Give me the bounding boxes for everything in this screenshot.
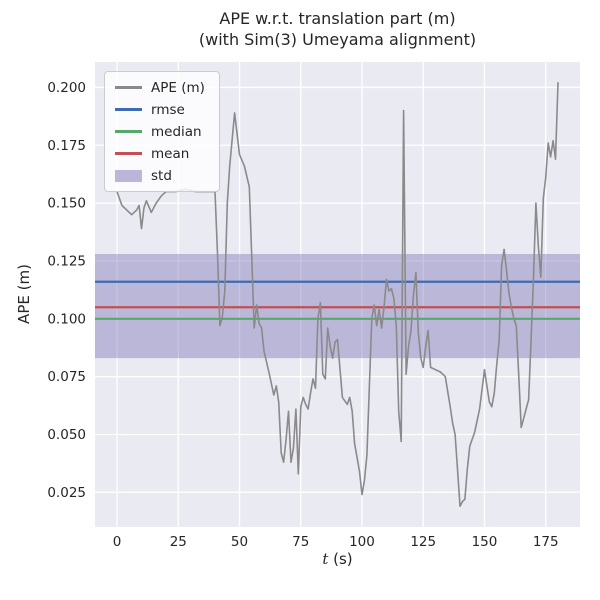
legend-swatch-line xyxy=(115,86,142,89)
legend-item-mean: mean xyxy=(115,145,205,162)
x-tick-label: 0 xyxy=(113,534,122,550)
x-axis-label-unit: (s) xyxy=(333,550,353,568)
x-tick-label: 125 xyxy=(410,534,436,550)
ape-series-line xyxy=(116,82,559,508)
legend-swatch-line xyxy=(115,130,142,133)
y-tick-label: 0.100 xyxy=(47,311,86,327)
y-axis-label: APE (m) xyxy=(15,264,33,324)
legend-item-median: median xyxy=(115,123,205,140)
y-tick-label: 0.025 xyxy=(47,485,86,501)
x-axis-label-variable: t xyxy=(322,550,329,568)
y-tick-label: 0.200 xyxy=(47,80,86,96)
y-tick-label: 0.050 xyxy=(47,427,86,443)
y-tick-label: 0.075 xyxy=(47,369,86,385)
y-tick-label: 0.150 xyxy=(47,196,86,212)
legend-label: mean xyxy=(151,145,190,162)
chart-title: APE w.r.t. translation part (m) (with Si… xyxy=(95,9,580,51)
legend-item-ape-m: APE (m) xyxy=(115,79,205,96)
x-tick-label: 25 xyxy=(170,534,187,550)
legend: APE (m) rmse median mean std xyxy=(104,71,220,192)
legend-item-rmse: rmse xyxy=(115,101,205,118)
legend-label: std xyxy=(151,167,172,184)
x-tick-label: 75 xyxy=(292,534,309,550)
y-tick-label: 0.175 xyxy=(47,138,86,154)
x-tick-label: 50 xyxy=(231,534,248,550)
legend-swatch-patch xyxy=(115,169,142,182)
legend-label: rmse xyxy=(151,101,185,118)
legend-swatch-line xyxy=(115,152,142,155)
x-tick-label: 150 xyxy=(472,534,498,550)
chart-title-line2: (with Sim(3) Umeyama alignment) xyxy=(198,29,477,49)
chart-title-line1: APE w.r.t. translation part (m) xyxy=(219,9,456,28)
x-axis-label: t (s) xyxy=(95,550,580,568)
legend-swatch-line xyxy=(115,108,142,111)
legend-item-std: std xyxy=(115,167,205,184)
x-tick-label: 175 xyxy=(533,534,559,550)
legend-label: median xyxy=(151,123,202,140)
y-tick-label: 0.125 xyxy=(47,253,86,269)
x-tick-label: 100 xyxy=(349,534,375,550)
legend-label: APE (m) xyxy=(151,79,205,96)
